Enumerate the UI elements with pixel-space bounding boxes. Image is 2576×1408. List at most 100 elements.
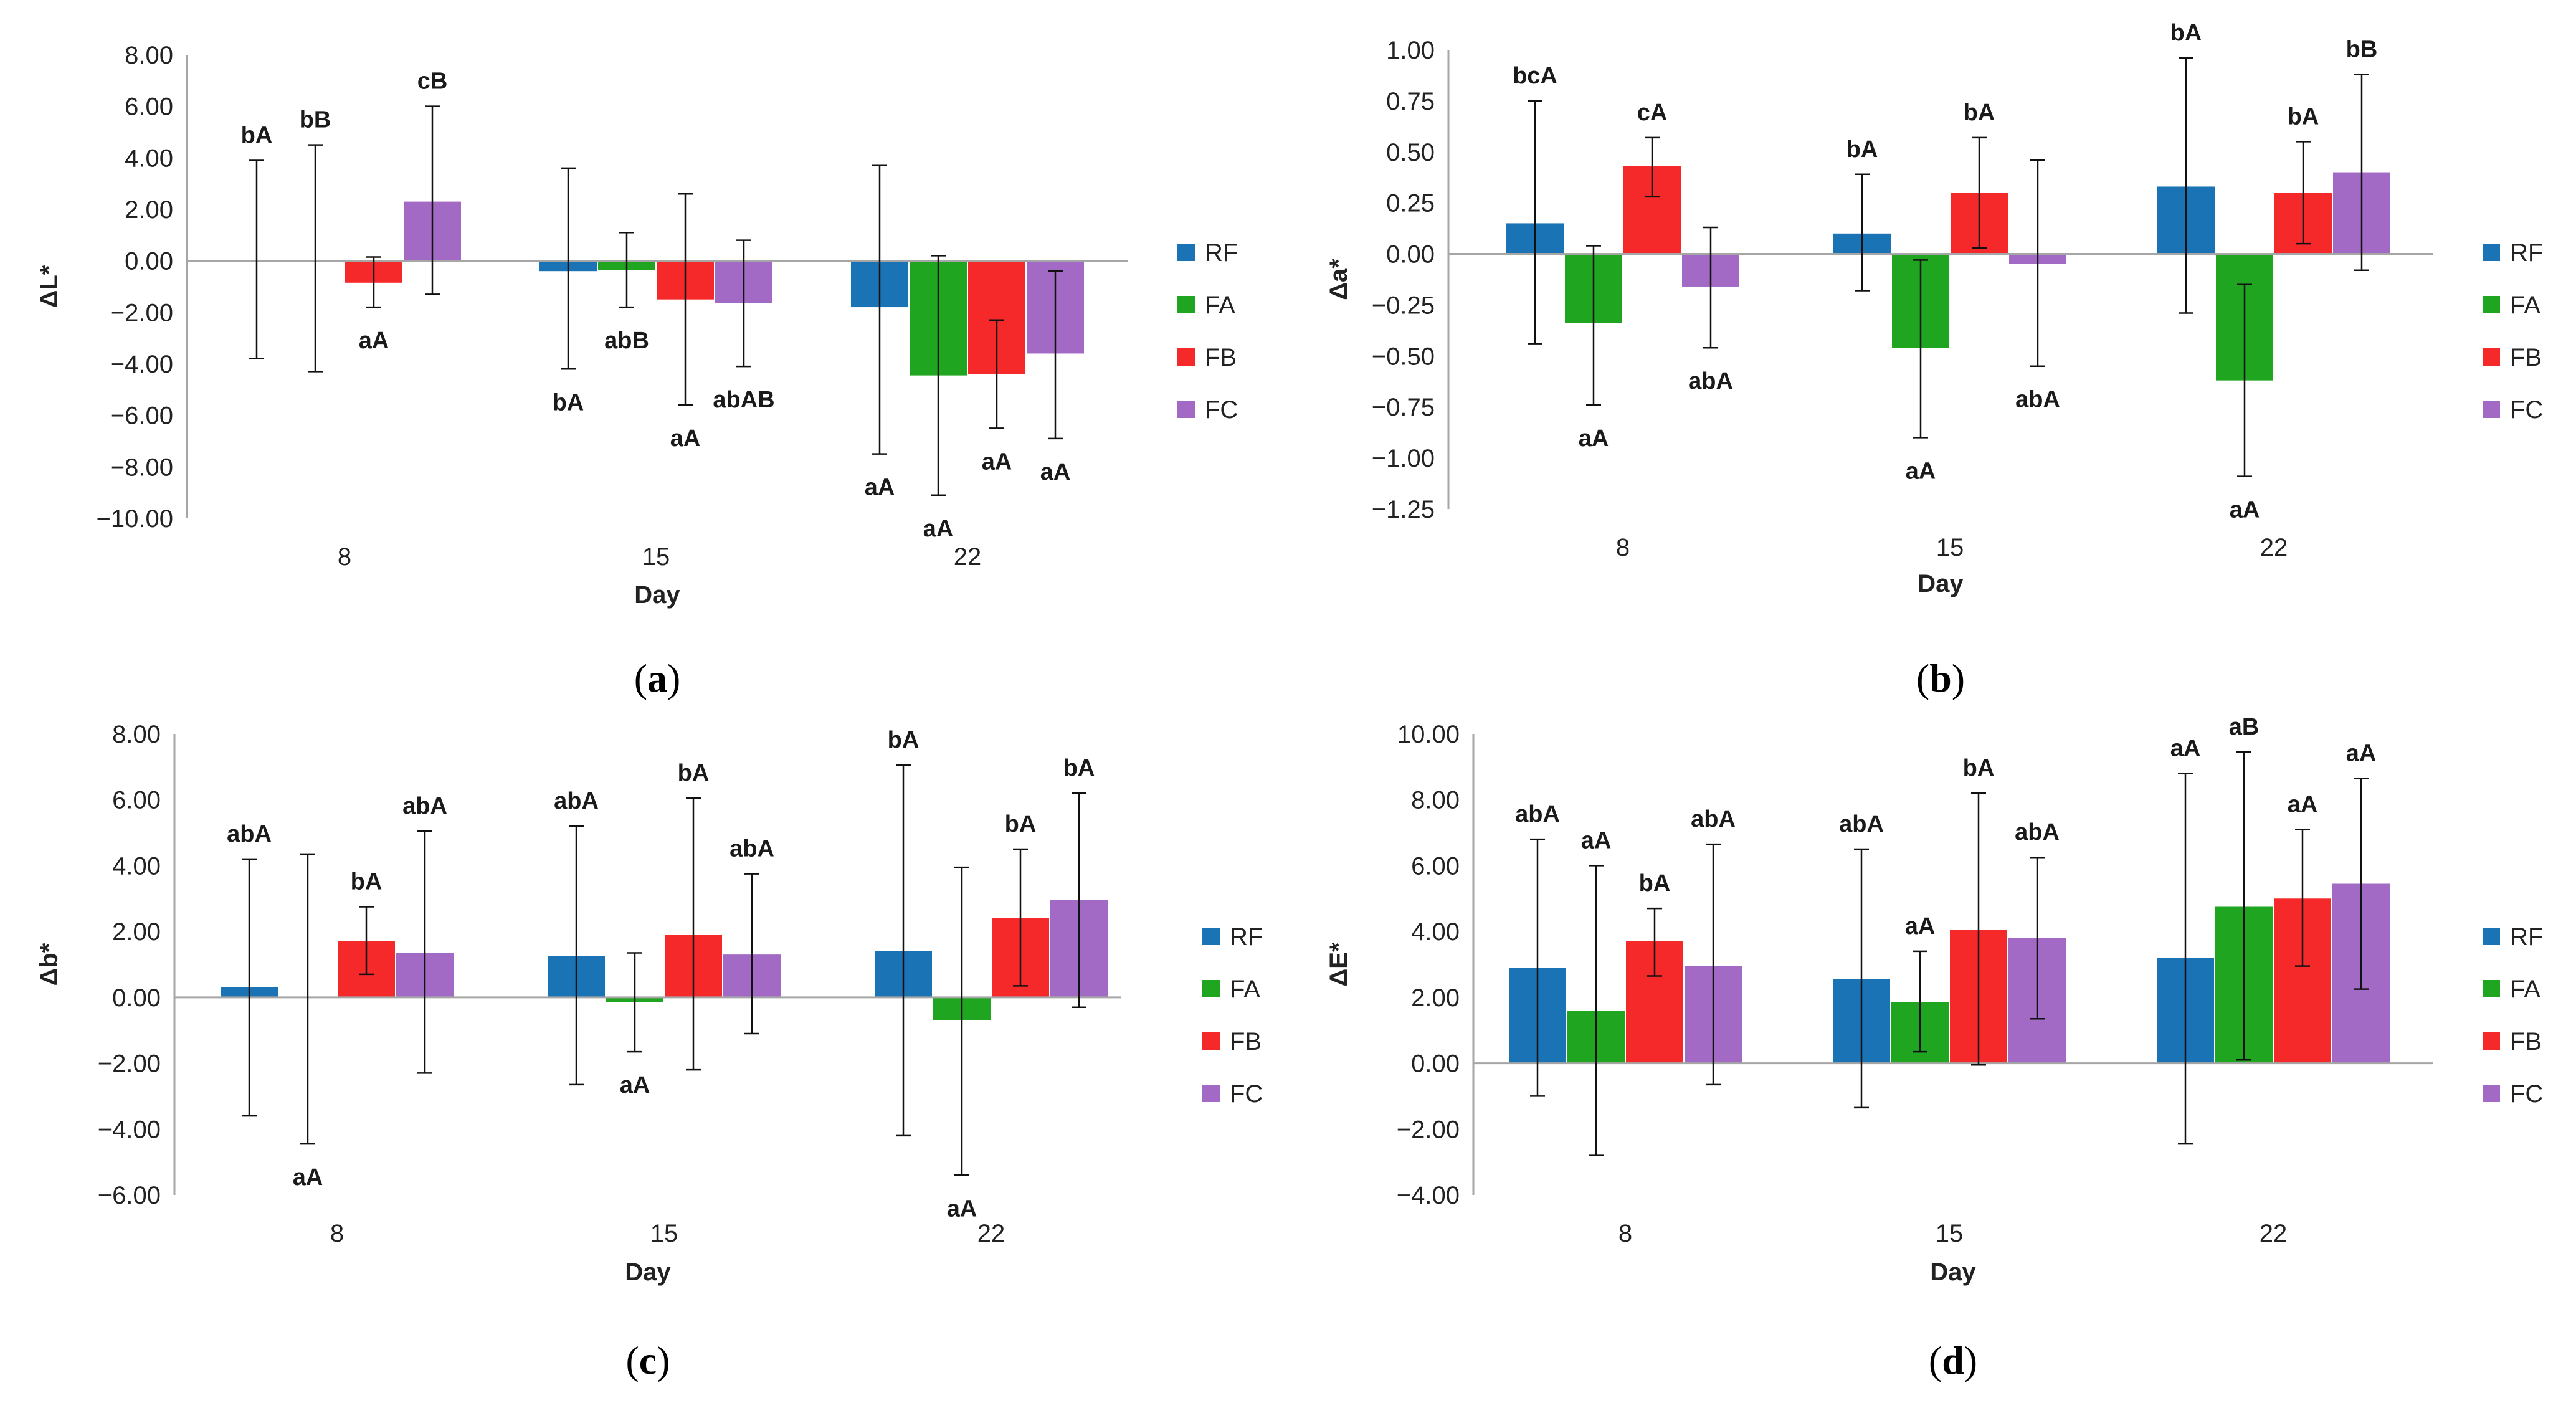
panel-caption-letter: b: [1929, 656, 1952, 700]
panel-caption: (c): [625, 1338, 670, 1382]
legend-label: FA: [2510, 976, 2540, 1003]
x-category-label: 8: [330, 1220, 344, 1247]
chart-panel-b: 1.00 0.75 0.50 0.25 0.00 −0.25 −0.50 −0.75 −1.00…: [1325, 20, 2543, 700]
significance-label: abA: [2015, 819, 2060, 845]
significance-label: aA: [947, 1196, 977, 1222]
significance-label: abA: [730, 836, 774, 862]
panel-caption: (d): [1929, 1338, 1977, 1382]
legend-swatch-FC: [2483, 1085, 2500, 1102]
y-tick-label: −0.50: [1372, 343, 1435, 370]
significance-label: aA: [1581, 827, 1612, 854]
chart-panel-a: 8.00 6.00 4.00 2.00 0.00 −2.00 −4.00 −6.00 −8.00…: [36, 42, 1238, 700]
significance-label: bA: [1963, 755, 1995, 781]
significance-label: abA: [2015, 387, 2060, 413]
y-tick-label: 4.00: [112, 852, 161, 880]
y-tick-label: −2.00: [110, 299, 173, 326]
legend-label: FB: [1230, 1028, 1262, 1055]
significance-label: aA: [2170, 735, 2201, 761]
y-tick-label: 2.00: [112, 918, 161, 946]
legend-swatch-FA: [2483, 980, 2500, 997]
significance-label: abA: [1691, 806, 1736, 832]
y-tick-label: 6.00: [125, 93, 173, 121]
significance-label: aA: [1040, 459, 1071, 485]
significance-label: abAB: [713, 387, 774, 413]
legend-swatch-RF: [2483, 928, 2500, 945]
y-tick-label: −4.00: [110, 351, 173, 378]
significance-label: bA: [1063, 755, 1095, 781]
significance-label: bcA: [1513, 63, 1557, 89]
significance-label: aB: [2229, 714, 2260, 740]
significance-label: cB: [417, 69, 448, 95]
y-tick-label: 0.25: [1386, 190, 1435, 217]
legend-label: FB: [1205, 344, 1237, 371]
legend-swatch-FB: [2483, 348, 2500, 366]
panel-caption-letter: d: [1942, 1338, 1964, 1382]
x-category-label: 15: [1936, 534, 1964, 561]
legend-label: FC: [2510, 1080, 2543, 1108]
x-category-label: 8: [1616, 534, 1630, 561]
legend-label: RF: [2510, 239, 2543, 267]
legend-label: FA: [1230, 976, 1260, 1003]
legend-label: FC: [2510, 396, 2543, 424]
y-tick-label: 8.00: [112, 721, 161, 748]
y-tick-label: 8.00: [1411, 787, 1460, 814]
x-axis-title: Day: [634, 581, 680, 609]
legend-label: FC: [1230, 1080, 1263, 1108]
legend-label: RF: [1205, 239, 1238, 267]
y-tick-label: −10.00: [97, 505, 173, 533]
significance-label: abA: [402, 793, 447, 819]
y-tick-label: −1.00: [1372, 445, 1435, 472]
x-axis-title: Day: [1918, 570, 1964, 597]
significance-label: aA: [2346, 740, 2377, 766]
significance-label: abB: [604, 328, 649, 354]
y-tick-label: 0.00: [125, 248, 173, 275]
x-category-label: 22: [2260, 534, 2288, 561]
y-axis-title: Δa*: [1325, 259, 1352, 300]
significance-label: aA: [982, 449, 1012, 475]
legend-swatch-FC: [1177, 401, 1195, 418]
legend-swatch-FC: [1202, 1085, 1220, 1102]
y-tick-label: 1.00: [1386, 37, 1435, 64]
y-tick-label: −0.25: [1372, 292, 1435, 319]
y-tick-label: −0.75: [1372, 394, 1435, 421]
x-category-label: 8: [1618, 1220, 1632, 1247]
y-tick-label: 4.00: [1411, 918, 1460, 946]
legend-swatch-FA: [1177, 296, 1195, 313]
significance-label: aA: [293, 1164, 323, 1191]
significance-label: aA: [620, 1072, 650, 1098]
significance-label: bA: [678, 760, 710, 786]
y-tick-label: −1.25: [1372, 496, 1435, 523]
y-tick-label: 6.00: [112, 787, 161, 814]
legend-swatch-FB: [1202, 1032, 1220, 1050]
legend-label: FA: [2510, 292, 2540, 319]
legend-swatch-RF: [1177, 244, 1195, 261]
chart-panel-d: 10.00 8.00 6.00 4.00 2.00 0.00 −2.00 −4.00 ΔE* 8 1…: [1325, 714, 2543, 1382]
y-tick-label: 0.00: [1386, 241, 1435, 269]
significance-label: aA: [1905, 913, 1936, 939]
significance-label: aA: [1906, 458, 1936, 484]
significance-label: bA: [2288, 103, 2319, 130]
x-axis-title: Day: [625, 1258, 671, 1286]
x-category-label: 15: [1936, 1220, 1964, 1247]
y-axis-title: ΔL*: [36, 265, 63, 308]
y-tick-label: −2.00: [98, 1050, 161, 1078]
significance-label: abA: [1688, 368, 1733, 394]
y-tick-label: 0.00: [112, 984, 161, 1012]
y-tick-label: −4.00: [98, 1116, 161, 1143]
x-axis-title: Day: [1930, 1258, 1976, 1286]
significance-label: aA: [359, 328, 389, 354]
legend-label: RF: [1230, 923, 1263, 951]
legend-swatch-RF: [2483, 244, 2500, 261]
y-axis-title: ΔE*: [1325, 942, 1352, 986]
significance-label: bB: [2346, 36, 2378, 62]
significance-label: bA: [1005, 811, 1037, 837]
significance-label: aA: [670, 426, 701, 452]
significance-label: aA: [923, 516, 954, 542]
x-category-label: 22: [977, 1220, 1005, 1247]
y-tick-label: 2.00: [125, 196, 173, 224]
significance-label: bA: [1964, 100, 1995, 126]
legend-swatch-FB: [2483, 1032, 2500, 1050]
panel-caption-letter: a: [647, 656, 667, 700]
y-tick-label: 2.00: [1411, 984, 1460, 1012]
